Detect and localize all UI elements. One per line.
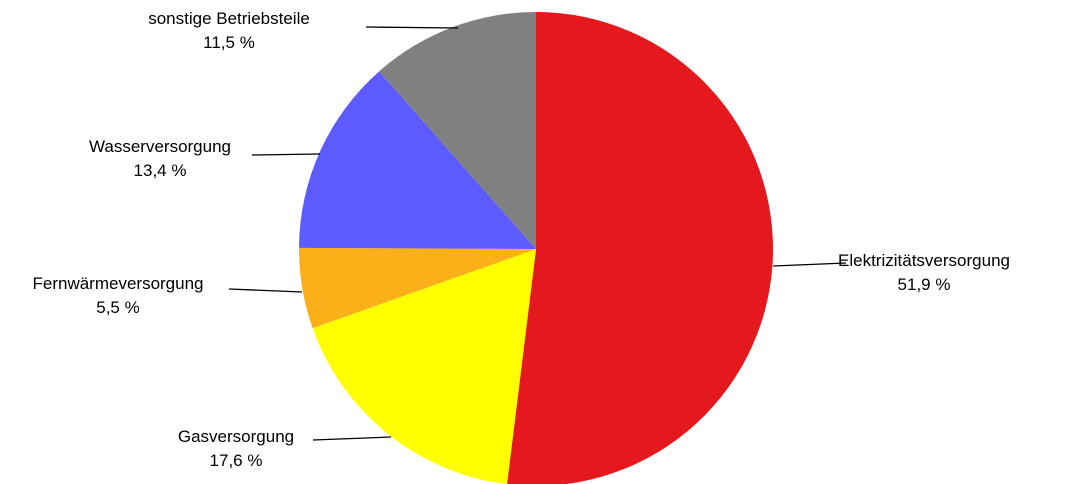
pie-slices <box>298 12 773 484</box>
slice-value-label: 17,6 % <box>210 451 263 470</box>
pie-slice <box>312 249 536 484</box>
leader-line <box>772 262 847 267</box>
pie-slice <box>299 71 536 249</box>
leader-line <box>365 26 459 29</box>
pie-slice <box>507 12 773 484</box>
slice-value-label: 13,4 % <box>134 161 187 180</box>
slice-label: Elektrizitätsversorgung <box>838 251 1010 270</box>
slice-label: Fernwärmeversorgung <box>32 274 203 293</box>
slice-label: Wasserversorgung <box>89 137 231 156</box>
leader-line <box>312 436 392 441</box>
leader-line <box>228 288 303 293</box>
slice-value-label: 11,5 % <box>203 33 255 52</box>
slice-value-label: 5,5 % <box>96 298 139 317</box>
leader-line <box>251 153 321 156</box>
pie-slice <box>298 247 536 329</box>
slice-value-label: 51,9 % <box>898 275 951 294</box>
slice-label: sonstige Betriebsteile <box>148 9 310 28</box>
pie-slice <box>379 12 536 249</box>
slice-labels: Elektrizitätsversorgung 51,9 % Gasversorgu… <box>32 9 1009 470</box>
slice-label: Gasversorgung <box>178 427 294 446</box>
leader-lines <box>228 26 847 441</box>
